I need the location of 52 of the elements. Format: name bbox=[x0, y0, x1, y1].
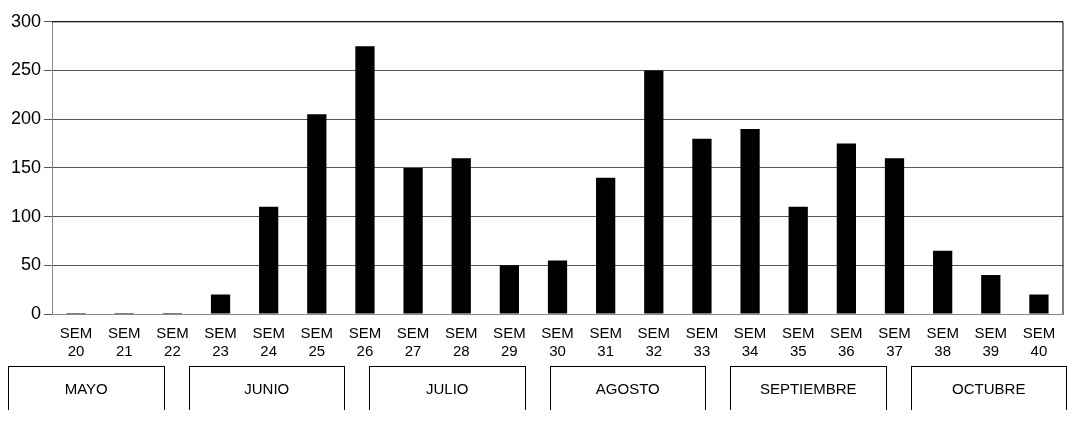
bar bbox=[403, 167, 423, 314]
x-tick-label: SEM 27 bbox=[396, 324, 430, 360]
x-tick-label: SEM 34 bbox=[733, 324, 767, 360]
x-tick-label: SEM 23 bbox=[204, 324, 237, 360]
y-tick-label: 150 bbox=[10, 156, 42, 177]
text: MAYO bbox=[8, 366, 165, 410]
bar bbox=[596, 177, 616, 314]
x-tick-label: SEM 25 bbox=[300, 324, 334, 360]
text: JUNIO bbox=[188, 366, 345, 410]
x-tick-label: SEM 28 bbox=[444, 324, 478, 360]
bar bbox=[499, 265, 519, 314]
bar bbox=[836, 143, 856, 314]
bar bbox=[355, 46, 375, 314]
bar bbox=[547, 260, 568, 314]
x-tick-label: SEM 35 bbox=[781, 324, 815, 360]
x-tick-label: SEM 24 bbox=[252, 324, 285, 360]
y-tick-label: 0 bbox=[31, 302, 42, 323]
x-tick-label: SEM 40 bbox=[1022, 324, 1056, 360]
text: AGOSTO bbox=[549, 366, 706, 410]
bar bbox=[788, 206, 808, 314]
x-tick-label: SEM 30 bbox=[541, 324, 574, 360]
bar bbox=[307, 114, 327, 314]
x-tick-label: SEM 32 bbox=[637, 324, 671, 360]
x-tick-label: SEM 36 bbox=[830, 324, 863, 360]
bar bbox=[210, 294, 231, 314]
y-tick-label: 200 bbox=[10, 108, 42, 129]
x-tick-label: SEM 39 bbox=[974, 324, 1008, 360]
bar bbox=[259, 206, 279, 314]
bar bbox=[981, 275, 1001, 314]
x-tick-label: SEM 29 bbox=[493, 324, 526, 360]
text: SEPTIEMBRE bbox=[730, 366, 887, 410]
bar bbox=[451, 158, 471, 314]
x-tick-label: SEM 37 bbox=[878, 324, 911, 360]
y-tick-label: 250 bbox=[10, 59, 42, 80]
text: OCTUBRE bbox=[910, 366, 1067, 410]
x-tick-label: SEM 31 bbox=[589, 324, 622, 360]
x-tick-label: SEM 20 bbox=[59, 324, 93, 360]
bar bbox=[644, 70, 664, 314]
y-tick-label: 100 bbox=[10, 205, 42, 226]
y-tick-label: 300 bbox=[10, 10, 42, 31]
bar bbox=[1029, 294, 1049, 314]
bar bbox=[884, 158, 905, 314]
y-tick-label: 50 bbox=[21, 254, 42, 275]
x-tick-label: SEM 26 bbox=[348, 324, 382, 360]
x-tick-label: SEM 22 bbox=[156, 324, 189, 360]
x-tick-label: SEM 38 bbox=[926, 324, 959, 360]
x-tick-label: SEM 33 bbox=[685, 324, 719, 360]
text: JULIO bbox=[369, 366, 526, 410]
bar bbox=[740, 128, 760, 314]
bar bbox=[933, 250, 953, 314]
x-tick-label: SEM 21 bbox=[107, 324, 141, 360]
bar bbox=[692, 138, 712, 314]
